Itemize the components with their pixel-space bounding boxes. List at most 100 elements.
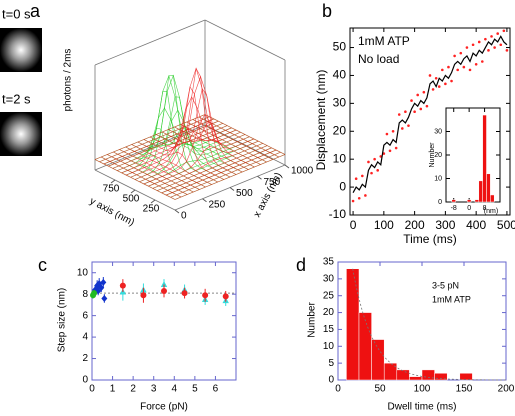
x-tick-label: 0 xyxy=(89,384,95,395)
x-tick-label: 1000 xyxy=(291,166,314,177)
histogram-bar xyxy=(466,199,472,203)
spot-image xyxy=(0,28,42,72)
y-tick-label: 10 xyxy=(434,175,442,182)
histogram-bar xyxy=(421,369,435,381)
x-tick-label: 500 xyxy=(497,218,515,232)
x-tick xyxy=(229,187,235,191)
annotation: No load xyxy=(358,52,399,66)
data-point xyxy=(437,85,441,88)
y-tick xyxy=(150,199,156,204)
data-point xyxy=(468,68,472,72)
data-point xyxy=(394,146,398,150)
surface-mesh xyxy=(198,116,280,158)
x-tick xyxy=(257,175,262,180)
data-point xyxy=(441,68,444,72)
data-point xyxy=(465,46,469,49)
data-point xyxy=(505,49,509,52)
histogram-bar xyxy=(358,312,372,381)
image-label: t=2 s xyxy=(2,91,31,106)
data-point xyxy=(140,292,147,299)
histogram-bar xyxy=(396,369,410,381)
histogram-bar xyxy=(482,114,487,203)
data-point xyxy=(401,127,404,130)
data-point xyxy=(160,281,168,288)
y-tick-label: -10 xyxy=(329,207,347,221)
y-tick-label: 25 xyxy=(323,290,335,301)
data-point xyxy=(413,110,416,114)
y-tick-label: 500 xyxy=(123,194,140,205)
x-tick-label: 3 xyxy=(151,384,157,395)
x-tick-label: 0 xyxy=(467,205,471,212)
y-tick-label: 2 xyxy=(82,353,88,364)
data-point xyxy=(453,54,456,58)
plot-frame xyxy=(91,261,237,381)
panel-label: d xyxy=(296,255,306,275)
plot-frame xyxy=(445,107,501,203)
y-tick xyxy=(110,179,116,184)
histogram-bar xyxy=(459,373,473,381)
x-tick-label: 750 xyxy=(264,177,281,188)
y-tick-label: 20 xyxy=(333,123,347,137)
image-label: t=0 s xyxy=(2,6,31,21)
data-point xyxy=(496,32,499,35)
box-edge xyxy=(204,19,286,61)
data-point xyxy=(367,160,370,164)
x-tick-label: 100 xyxy=(374,218,394,232)
data-point xyxy=(490,35,493,38)
y-tick-label: 8 xyxy=(82,289,88,300)
data-point xyxy=(361,174,364,178)
y-axis-title: Displacement (nm) xyxy=(314,70,328,171)
histogram-bar xyxy=(409,376,423,381)
histogram-bar xyxy=(434,373,448,381)
panel-label: c xyxy=(38,255,47,275)
data-point xyxy=(477,40,481,44)
y-tick-label: 40 xyxy=(333,68,347,82)
data-point xyxy=(484,37,487,41)
x-axis-title: Force (pN) xyxy=(140,402,188,413)
data-point xyxy=(431,88,435,91)
surface-mesh xyxy=(108,120,219,167)
data-point xyxy=(376,169,379,172)
x-tick-label: 500 xyxy=(236,188,253,199)
x-tick-label: 0 xyxy=(350,218,357,232)
x-tick xyxy=(174,209,180,214)
y-tick-label: 30 xyxy=(333,96,347,110)
histogram-bar xyxy=(474,199,480,203)
data-point xyxy=(459,51,463,55)
x-tick-label: 0 xyxy=(181,211,187,222)
y-tick-label: 0 xyxy=(339,179,346,193)
y-axis-title: Number xyxy=(307,302,318,338)
y-tick-label: 0 xyxy=(82,375,88,386)
data-point xyxy=(502,29,506,33)
data-point xyxy=(161,287,167,294)
data-point xyxy=(354,177,358,181)
data-point xyxy=(499,43,503,47)
fit-curve xyxy=(352,268,506,381)
data-point xyxy=(100,278,107,286)
y-tick-label: 750 xyxy=(103,184,120,195)
y-tick-label: 0 xyxy=(438,199,442,206)
y-tick xyxy=(130,189,136,194)
data-point xyxy=(364,194,367,197)
y-tick-label: 30 xyxy=(434,128,442,135)
box-edge xyxy=(94,19,206,66)
data-point xyxy=(404,110,407,114)
annotation: 1mM ATP xyxy=(358,34,410,48)
y-tick-label: 10 xyxy=(333,151,347,165)
histogram-bar xyxy=(346,268,360,381)
data-point xyxy=(222,293,229,300)
data-point xyxy=(391,129,395,133)
surface-mesh xyxy=(103,118,215,165)
data-point xyxy=(357,196,361,200)
x-tick-label: 1 xyxy=(110,384,116,395)
histogram-bar xyxy=(486,173,491,203)
data-point xyxy=(493,46,496,49)
z-axis-title: photons / 2ms xyxy=(63,49,74,112)
x-tick-label: 5 xyxy=(192,384,198,395)
data-point xyxy=(373,157,376,161)
x-tick-label: -8 xyxy=(451,205,457,212)
data-point xyxy=(444,82,447,86)
panel-label: a xyxy=(30,1,41,21)
surface-mesh xyxy=(94,114,206,160)
